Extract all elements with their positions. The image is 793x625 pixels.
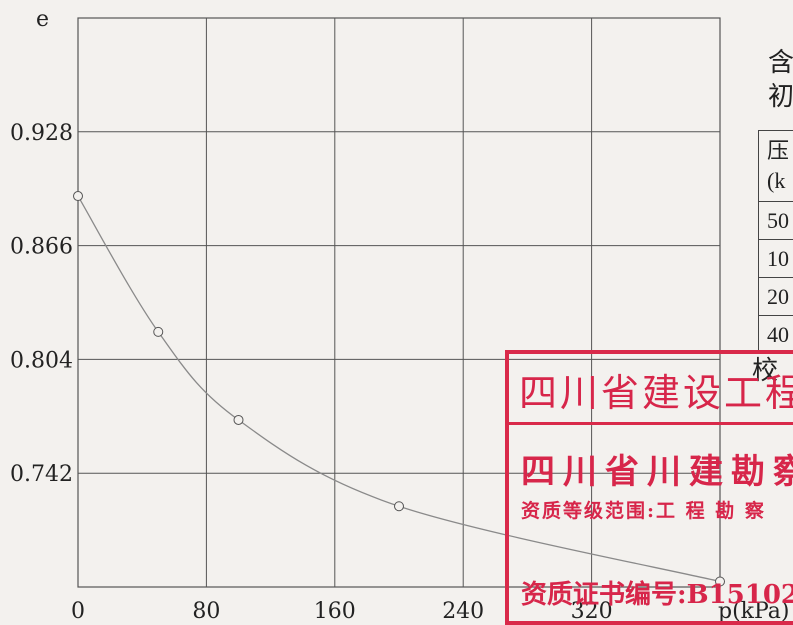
- x-tick-label: 240: [442, 599, 484, 621]
- data-point: [74, 192, 83, 201]
- stamp-organization: 四川省川建勘察设: [521, 444, 793, 493]
- x-tick-label: 160: [314, 599, 356, 621]
- table-row: 40: [759, 316, 793, 354]
- y-axis-label: e: [36, 7, 49, 32]
- side-table-header-line-2: (k: [767, 166, 793, 196]
- data-point: [154, 327, 163, 336]
- side-text-line-2: 初: [768, 82, 793, 112]
- stamp-title: 四川省建设工程勘: [519, 362, 793, 417]
- table-row: 10: [759, 240, 793, 278]
- table-cell: 10: [759, 240, 793, 278]
- y-tick-label: 0.804: [10, 348, 73, 373]
- x-tick-label: 0: [71, 599, 85, 621]
- certification-stamp: 四川省建设工程勘 四川省川建勘察设 资质等级范围:工 程 勘 察 资质证书编号:…: [505, 350, 793, 625]
- table-row: 50: [759, 202, 793, 240]
- side-table-header-cell: 压 (k: [759, 131, 793, 202]
- y-tick-label: 0.742: [10, 462, 73, 487]
- side-table-header-line-1: 压: [767, 136, 793, 166]
- y-tick-label: 0.866: [10, 235, 73, 260]
- side-text-line-1: 含: [768, 48, 793, 78]
- table-cell: 50: [759, 202, 793, 240]
- table-cell: 40: [759, 316, 793, 354]
- stamp-scope: 资质等级范围:工 程 勘 察: [521, 496, 766, 523]
- data-point: [395, 502, 404, 511]
- table-cell: 20: [759, 278, 793, 316]
- y-tick-label: 0.928: [10, 121, 73, 146]
- stamp-certificate-number: 资质证书编号:B151025097: [521, 574, 793, 611]
- side-data-table: 压 (k 50 10 20 40: [758, 130, 793, 354]
- side-table-header-row: 压 (k: [759, 131, 793, 202]
- table-row: 20: [759, 278, 793, 316]
- stamp-divider: [509, 422, 793, 425]
- x-tick-label: 80: [192, 599, 220, 621]
- data-point: [234, 415, 243, 424]
